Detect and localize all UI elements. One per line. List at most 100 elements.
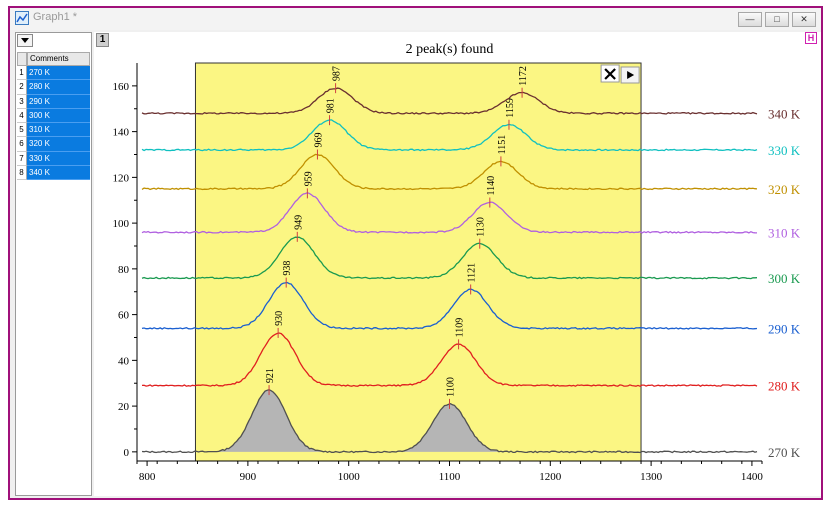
y-tick-label: 100 [113, 218, 130, 230]
table-row[interactable]: 3 290 K [17, 94, 90, 109]
series-label: 330 K [768, 143, 801, 158]
series-label: 270 K [768, 445, 801, 460]
window-title: Graph1 * [33, 11, 78, 23]
graph-window: Graph1 * — □ ✕ Comments 1 270 K 2 280 K 3 290… [8, 6, 823, 500]
table-row[interactable]: 5 310 K [17, 123, 90, 138]
series-line [141, 191, 758, 234]
minimize-button[interactable]: — [738, 12, 762, 27]
y-tick-label: 40 [118, 355, 130, 367]
title-bar: Graph1 * — □ ✕ [10, 8, 821, 30]
peak-next-button[interactable] [620, 66, 640, 84]
series-line [141, 281, 758, 330]
panel-dropdown-button[interactable] [17, 34, 33, 47]
peak-label: 1121 [467, 263, 478, 283]
row-comment[interactable]: 270 K [27, 66, 90, 81]
row-number: 6 [17, 137, 27, 152]
y-tick-label: 140 [113, 127, 130, 139]
peak-label: 930 [274, 311, 285, 326]
series-label: 310 K [768, 225, 801, 240]
peak-label: 1159 [505, 98, 516, 118]
close-button[interactable]: ✕ [792, 12, 816, 27]
series-line [141, 332, 758, 387]
series-label: 300 K [768, 271, 801, 286]
series-340k: 987 1172 340 K [141, 66, 801, 121]
graph-app-icon [15, 11, 29, 25]
y-tick-label: 160 [113, 81, 130, 93]
series-280k: 930 1109 280 K [141, 311, 801, 394]
table-row[interactable]: 1 270 K [17, 66, 90, 81]
row-number: 4 [17, 108, 27, 124]
peak-label: 921 [265, 368, 276, 383]
graph-canvas[interactable]: 2 peak(s) found 800 900 1000 1100 1200 1300 140… [94, 32, 821, 496]
restore-button[interactable]: □ [765, 12, 789, 27]
peak-label: 1100 [446, 377, 457, 397]
peak-label: 949 [293, 215, 304, 230]
row-comment[interactable]: 320 K [27, 137, 90, 152]
x-tick-label: 1100 [439, 471, 461, 483]
series-290k: 938 1121 290 K [141, 261, 801, 336]
series-270k: 921 1100 270 K [141, 368, 801, 460]
row-number: 8 [17, 166, 27, 181]
peak-close-button[interactable] [600, 64, 620, 83]
row-number: 3 [17, 94, 27, 109]
row-comment[interactable]: 280 K [27, 80, 90, 95]
table-row[interactable]: 8 340 K [17, 166, 90, 181]
series-label: 320 K [768, 182, 801, 197]
table-row[interactable]: 7 330 K [17, 151, 90, 167]
x-tick-label: 1200 [539, 471, 562, 483]
x-tick-label: 1300 [640, 471, 663, 483]
play-icon [627, 71, 635, 79]
y-tick-label: 0 [124, 447, 130, 459]
series-330k: 981 1159 330 K [141, 98, 801, 158]
peak-label: 969 [313, 132, 324, 147]
x-tick-label: 800 [139, 471, 156, 483]
y-tick-label: 120 [113, 172, 130, 184]
series-line [141, 87, 758, 115]
series-320k: 969 1151 320 K [141, 132, 801, 197]
series-label: 340 K [768, 106, 801, 121]
row-number: 2 [17, 80, 27, 95]
chart-title: 2 peak(s) found [406, 42, 494, 57]
peak-label: 987 [332, 66, 343, 81]
table-row[interactable]: 6 320 K [17, 137, 90, 152]
x-tick-label: 1000 [338, 471, 361, 483]
row-comment[interactable]: 330 K [27, 151, 90, 167]
close-icon [604, 68, 616, 80]
series-line [141, 153, 758, 191]
peak-label: 1151 [497, 135, 508, 155]
peak-label: 981 [326, 98, 337, 113]
series-line [141, 236, 758, 280]
peak-label: 938 [282, 261, 293, 276]
series-line [141, 119, 758, 152]
sheet-rows: 1 270 K 2 280 K 3 290 K 4 300 K 5 310 K 6 320 K 7 330… [17, 66, 90, 181]
sheet-corner [17, 52, 27, 66]
peak-label: 1140 [486, 176, 497, 196]
series-310k: 959 1140 310 K [141, 171, 801, 240]
y-tick-label: 80 [118, 264, 130, 276]
row-comment[interactable]: 290 K [27, 94, 90, 109]
peak-label: 1172 [518, 66, 529, 86]
row-number: 5 [17, 123, 27, 138]
x-tick-label: 1400 [741, 471, 764, 483]
sheet-header: Comments [17, 52, 90, 66]
row-comment[interactable]: 300 K [27, 108, 90, 124]
peak-label: 959 [303, 171, 314, 186]
table-row[interactable]: 2 280 K [17, 80, 90, 95]
series-label: 290 K [768, 321, 801, 336]
column-header-comments[interactable]: Comments [27, 52, 90, 66]
series-label: 280 K [768, 379, 801, 394]
peak-label: 1130 [476, 217, 487, 237]
x-tick-label: 900 [240, 471, 257, 483]
series-300k: 949 1130 300 K [141, 215, 801, 286]
row-number: 7 [17, 151, 27, 167]
table-row[interactable]: 4 300 K [17, 108, 90, 124]
peak-label: 1109 [455, 318, 466, 338]
y-tick-label: 60 [118, 310, 130, 322]
row-number: 1 [17, 66, 27, 81]
row-comment[interactable]: 340 K [27, 166, 90, 181]
layer-tab-1[interactable]: 1 [96, 33, 109, 47]
row-comment[interactable]: 310 K [27, 123, 90, 138]
h-button[interactable]: H [805, 32, 817, 44]
